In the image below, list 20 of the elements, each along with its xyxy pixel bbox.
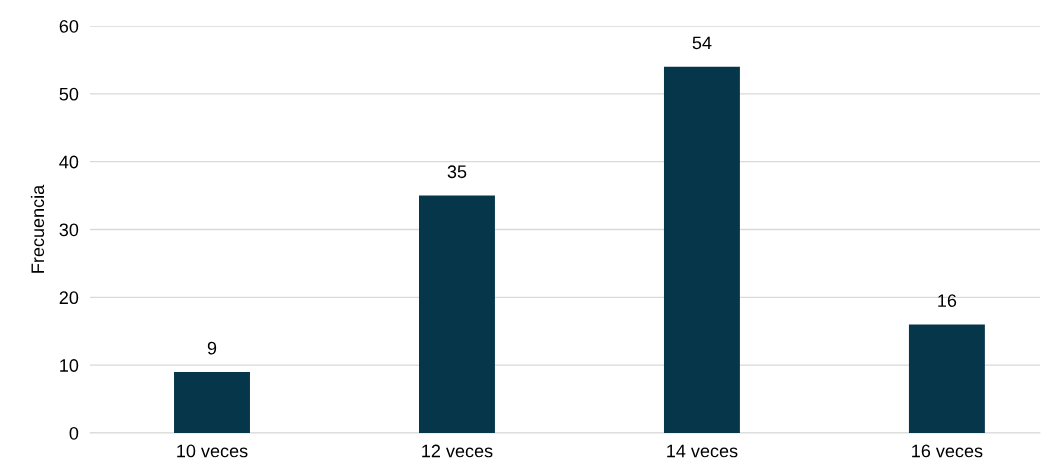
bar [663,66,740,433]
data-label: 35 [447,165,467,179]
x-tick-label: 14 veces [667,444,738,458]
y-tick-label: 50 [59,87,79,101]
bar [174,371,250,433]
y-tick-label: 30 [59,223,79,237]
data-label: 9 [207,341,217,355]
y-tick-label: 0 [69,426,79,440]
y-axis-title: Frecuencia [30,184,45,273]
x-tick-label: 16 veces [912,444,983,458]
data-label: 54 [692,36,712,50]
data-label: 16 [938,294,957,308]
y-tick-label: 60 [59,19,79,33]
bar [908,324,985,433]
x-tick-label: 12 veces [422,444,493,458]
bar [419,195,495,433]
y-tick-label: 20 [59,291,79,305]
y-tick-label: 10 [60,359,79,372]
x-tick-label: 10 veces [177,444,248,458]
y-tick-label: 40 [59,155,79,169]
